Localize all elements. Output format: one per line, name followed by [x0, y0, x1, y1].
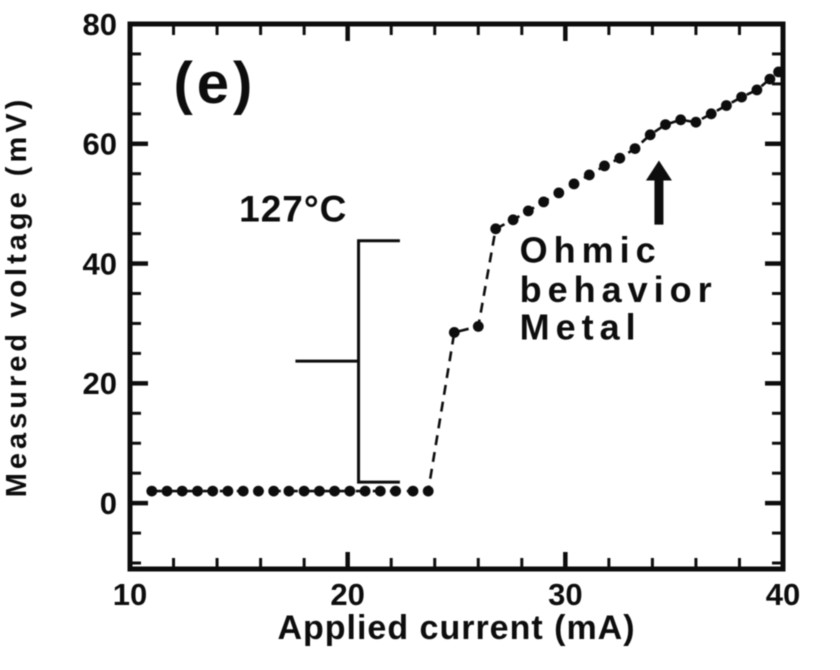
x-axis-title: Applied current (mA): [277, 609, 635, 647]
x-tick-label: 30: [548, 577, 582, 612]
data-point: [751, 84, 763, 96]
data-point: [629, 143, 641, 155]
data-point: [705, 108, 717, 120]
panel-label: (e): [173, 51, 256, 116]
x-tick-label: 10: [113, 577, 147, 612]
data-point: [660, 119, 671, 130]
data-point: [268, 485, 280, 497]
data-point: [472, 321, 484, 332]
y-tick-label: 20: [83, 366, 117, 401]
data-point: [222, 485, 234, 497]
plot-frame: [127, 21, 786, 572]
data-point: [614, 152, 626, 164]
data-point: [283, 485, 295, 497]
data-point: [207, 485, 219, 497]
data-point: [237, 485, 249, 497]
transition-bracket: [295, 239, 400, 484]
data-point: [764, 73, 776, 85]
ohmic-label-line3: Metal: [520, 307, 642, 348]
ohmic-arrow-head: [645, 160, 672, 181]
data-point: [146, 485, 158, 497]
data-point: [644, 129, 656, 141]
data-point: [721, 100, 732, 111]
y-axis-title: Measured voltage (mV): [1, 96, 33, 497]
data-point: [675, 114, 687, 126]
temperature-label: 127°C: [239, 188, 347, 229]
data-point: [329, 485, 340, 497]
data-point: [538, 196, 549, 208]
data-point: [253, 485, 264, 497]
x-tick-label: 40: [766, 577, 800, 612]
y-tick-label: 80: [83, 7, 117, 42]
data-point: [522, 205, 534, 217]
data-point: [359, 485, 371, 497]
data-point: [736, 91, 747, 103]
data-point: [422, 485, 434, 497]
data-point: [490, 223, 502, 235]
data-point: [599, 160, 610, 172]
data-point: [192, 485, 203, 497]
ohmic-label-line1: Ohmic: [520, 229, 662, 270]
data-point: [448, 327, 460, 338]
y-tick-label: 0: [100, 486, 117, 521]
data-point: [773, 66, 784, 78]
data-point: [583, 169, 595, 181]
data-point: [690, 116, 702, 128]
y-tick-label: 60: [83, 127, 117, 162]
data-point: [507, 214, 519, 226]
data-point: [568, 178, 580, 190]
data-point: [553, 187, 565, 199]
data-point: [314, 485, 325, 497]
data-point: [176, 485, 188, 497]
data-point: [407, 485, 419, 497]
data-point: [374, 485, 386, 497]
data-point: [344, 485, 356, 497]
x-tick-label: 20: [330, 577, 364, 612]
y-tick-label: 40: [83, 246, 117, 281]
data-point: [298, 485, 310, 497]
data-point: [161, 485, 173, 497]
data-point: [390, 485, 401, 497]
ohmic-label-line2: behavior: [520, 269, 718, 310]
